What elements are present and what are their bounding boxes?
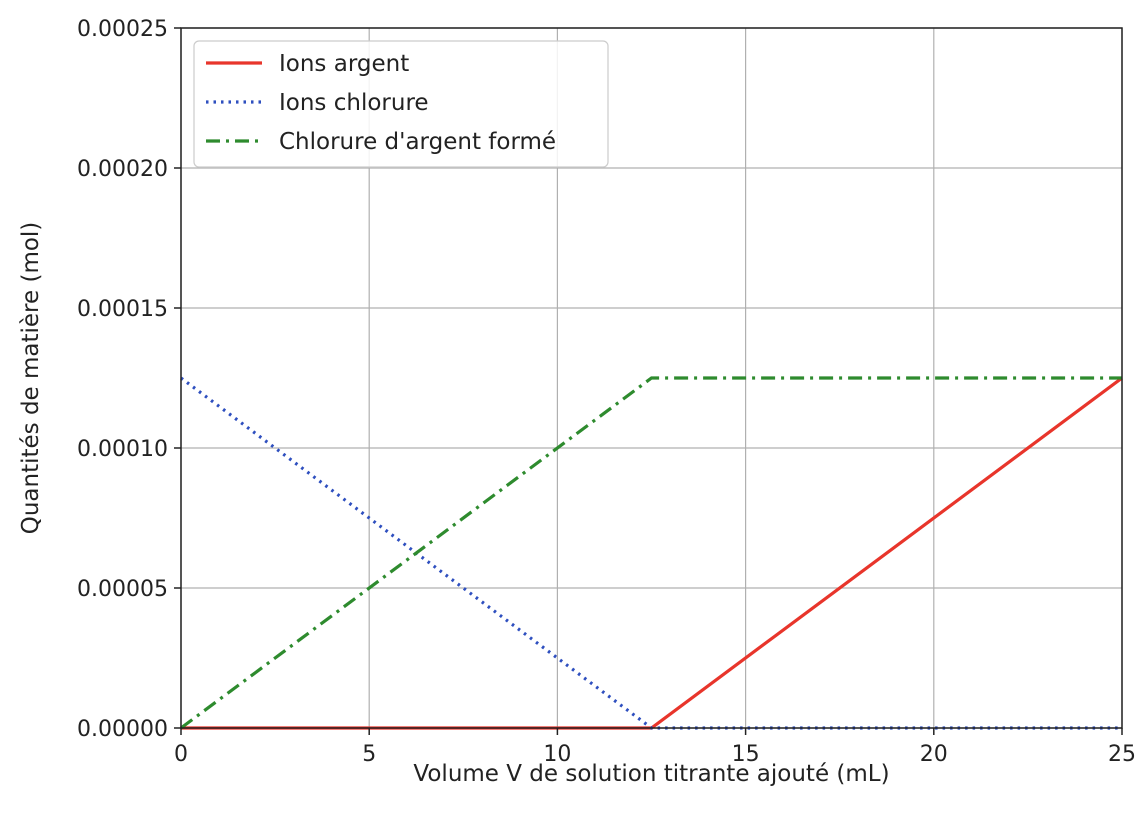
legend-label: Ions argent	[279, 51, 409, 77]
legend: Ions argent Ions chlorure Chlorure d'argen…	[193, 40, 609, 168]
y-axis-label: Quantités de matière (mol)	[18, 222, 44, 535]
series-line	[181, 376, 1123, 730]
plot-frame	[180, 27, 1123, 729]
y-tick-label: 0.00005	[77, 577, 168, 602]
x-tick-label: 25	[1108, 742, 1136, 767]
x-tick-label: 0	[174, 742, 188, 767]
x-tick-label: 20	[920, 742, 948, 767]
legend-label: Ions chlorure	[279, 90, 429, 116]
x-tick-label: 10	[543, 742, 571, 767]
series-line	[180, 376, 1122, 730]
y-tick-label: 0.00010	[77, 437, 168, 462]
y-tick-label: 0.00025	[77, 17, 168, 42]
y-tick-label: 0.00015	[77, 297, 168, 322]
y-tick-label: 0.00000	[77, 717, 168, 742]
series-line	[180, 376, 1122, 730]
x-tick-label: 5	[362, 742, 376, 767]
y-tick-label: 0.00020	[77, 157, 168, 182]
legend-label: Chlorure d'argent formé	[279, 129, 556, 155]
x-axis-label: Volume V de solution titrante ajouté (mL…	[413, 761, 889, 787]
axis-ticks: 0 5 10 15 20 25 0.00000 0.00005 0.00010 0.00015 0.…	[77, 17, 1136, 767]
series-group	[180, 376, 1123, 730]
x-tick-label: 15	[732, 742, 760, 767]
legend-box	[193, 40, 609, 168]
